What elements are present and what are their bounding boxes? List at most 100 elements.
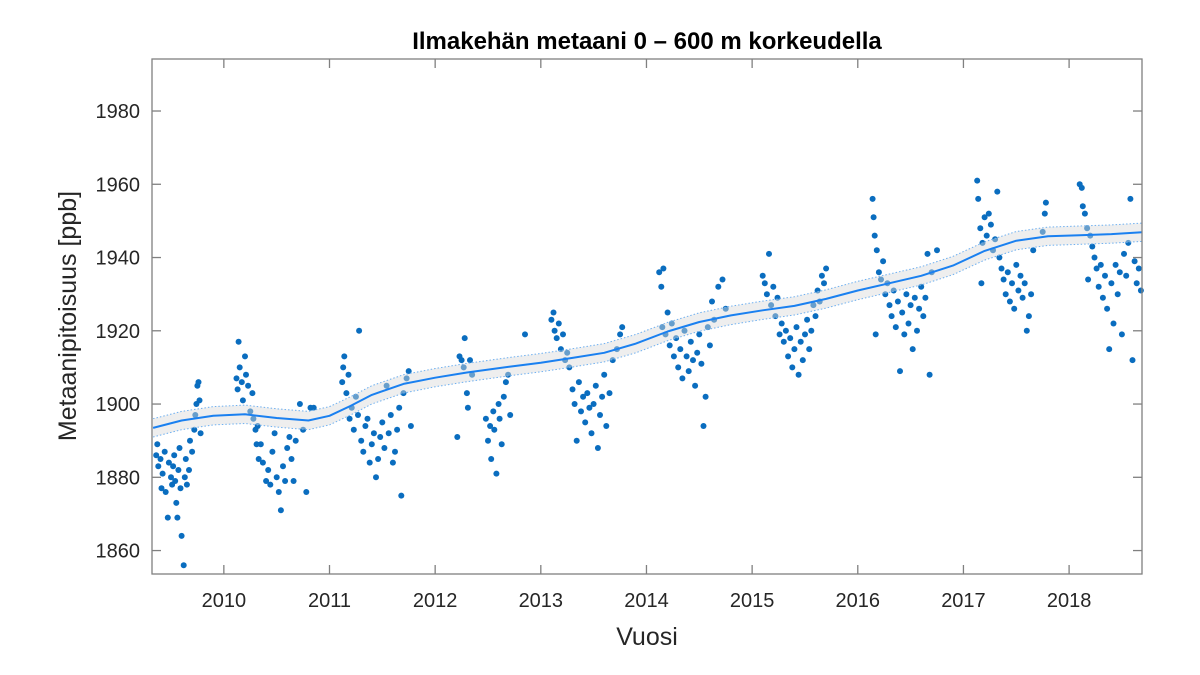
data-point bbox=[1131, 258, 1138, 265]
x-tick-label: 2014 bbox=[624, 590, 669, 612]
data-point bbox=[360, 448, 367, 455]
data-point bbox=[157, 456, 164, 462]
data-point bbox=[292, 437, 299, 444]
data-point bbox=[303, 489, 310, 495]
data-point bbox=[245, 382, 252, 389]
data-point bbox=[454, 434, 461, 440]
data-point bbox=[234, 386, 241, 393]
data-point bbox=[692, 382, 699, 389]
data-point bbox=[658, 283, 665, 290]
data-point bbox=[793, 324, 800, 331]
data-point bbox=[269, 448, 276, 455]
data-point bbox=[385, 430, 392, 437]
data-point bbox=[553, 335, 560, 342]
data-point bbox=[795, 371, 802, 378]
data-point bbox=[709, 298, 715, 305]
data-point bbox=[787, 335, 794, 342]
data-point bbox=[871, 232, 878, 239]
data-point bbox=[789, 364, 796, 371]
data-point bbox=[364, 415, 371, 422]
data-point bbox=[875, 269, 882, 276]
data-point bbox=[573, 437, 580, 444]
data-point bbox=[603, 423, 610, 429]
data-point bbox=[1137, 287, 1144, 294]
data-point bbox=[782, 327, 789, 334]
x-axis: 2010 2011 2012 2013 2014 2015 2016 2017 2018 bbox=[202, 59, 1091, 612]
data-point bbox=[271, 430, 278, 437]
plot-frame bbox=[151, 58, 1143, 575]
data-point bbox=[236, 364, 243, 371]
data-point bbox=[358, 437, 365, 444]
data-point bbox=[265, 467, 272, 473]
data-point bbox=[174, 514, 181, 521]
x-tick-label: 2012 bbox=[413, 590, 458, 612]
data-point bbox=[1099, 294, 1106, 301]
data-point bbox=[259, 459, 266, 466]
data-point bbox=[673, 335, 680, 342]
data-point bbox=[903, 291, 910, 298]
data-point bbox=[1116, 269, 1123, 276]
data-point bbox=[590, 401, 597, 407]
data-point bbox=[366, 459, 373, 466]
data-point bbox=[253, 441, 260, 448]
data-point bbox=[1095, 283, 1102, 290]
data-point bbox=[339, 379, 346, 386]
data-point bbox=[502, 379, 509, 386]
data-point bbox=[1019, 294, 1026, 301]
data-point bbox=[346, 415, 353, 422]
data-point bbox=[894, 298, 901, 305]
data-point bbox=[802, 331, 808, 338]
y-tick-label: 1880 bbox=[96, 467, 141, 489]
data-point bbox=[617, 331, 624, 338]
data-point bbox=[355, 412, 361, 418]
data-point bbox=[1002, 291, 1009, 298]
data-point bbox=[379, 419, 386, 426]
data-point bbox=[177, 485, 184, 492]
data-point bbox=[683, 353, 690, 360]
data-point bbox=[778, 320, 785, 327]
data-point bbox=[1078, 184, 1085, 191]
data-point bbox=[821, 280, 827, 287]
data-point bbox=[1129, 357, 1136, 364]
data-point bbox=[350, 426, 357, 433]
data-point bbox=[922, 294, 929, 301]
data-point bbox=[687, 338, 694, 345]
data-point bbox=[679, 375, 686, 382]
x-axis-label: Vuosi bbox=[616, 623, 678, 651]
data-point bbox=[681, 327, 688, 334]
data-point bbox=[981, 214, 988, 221]
data-point bbox=[250, 415, 257, 422]
data-point bbox=[243, 371, 249, 378]
data-point bbox=[155, 463, 162, 470]
data-point bbox=[255, 456, 262, 462]
data-point bbox=[505, 371, 512, 378]
data-point bbox=[880, 258, 887, 265]
data-point bbox=[569, 386, 576, 393]
data-point bbox=[606, 390, 613, 397]
data-point bbox=[164, 514, 171, 521]
data-point bbox=[677, 346, 684, 353]
data-point bbox=[1106, 346, 1113, 353]
data-point bbox=[275, 489, 282, 495]
y-tick-label: 1920 bbox=[96, 321, 141, 343]
data-point bbox=[496, 415, 503, 422]
data-point bbox=[785, 353, 792, 360]
data-point bbox=[173, 499, 180, 506]
data-point bbox=[575, 379, 582, 386]
data-point bbox=[1030, 247, 1037, 254]
data-point bbox=[172, 478, 179, 484]
data-point bbox=[263, 478, 270, 484]
data-point bbox=[978, 280, 985, 287]
data-point bbox=[407, 423, 414, 429]
data-point bbox=[1104, 305, 1111, 312]
data-point bbox=[267, 481, 274, 488]
y-tick-label: 1980 bbox=[96, 101, 141, 123]
data-point bbox=[162, 489, 169, 495]
data-point bbox=[768, 302, 775, 309]
data-point bbox=[594, 445, 601, 451]
data-point bbox=[1013, 261, 1020, 268]
x-tick-label: 2017 bbox=[941, 590, 986, 612]
data-point bbox=[882, 291, 889, 298]
data-point bbox=[396, 404, 403, 411]
data-point bbox=[974, 177, 981, 184]
